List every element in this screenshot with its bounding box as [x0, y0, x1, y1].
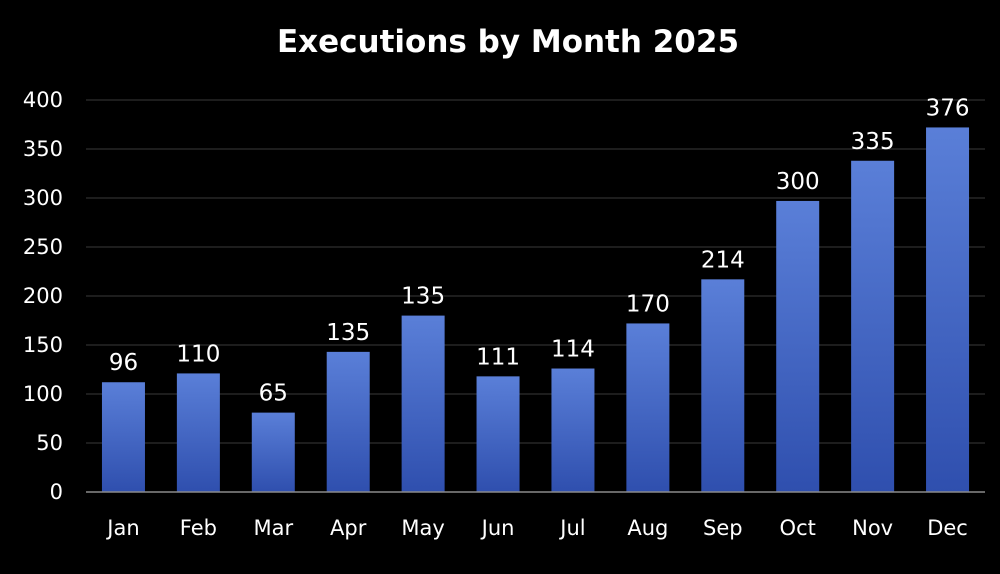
bar-oct [776, 200, 820, 492]
data-label-may: 135 [401, 284, 445, 310]
x-tick-label-sep: Sep [703, 516, 743, 540]
data-label-feb: 110 [176, 341, 220, 367]
y-tick-label: 100 [23, 382, 63, 406]
bar-jul [551, 368, 595, 492]
x-tick-label-mar: Mar [253, 516, 293, 540]
data-label-jan: 96 [109, 350, 138, 376]
x-tick-label-jun: Jun [480, 516, 515, 540]
x-tick-label-aug: Aug [627, 516, 668, 540]
bars [101, 127, 970, 492]
data-label-oct: 300 [776, 169, 820, 195]
y-tick-label: 250 [23, 235, 63, 259]
bar-sep [701, 279, 745, 492]
y-axis-ticks: 0 50 100 150 200 250 300 350 400 [23, 88, 63, 504]
x-tick-label-apr: Apr [330, 516, 367, 540]
data-label-jul: 114 [551, 337, 595, 363]
bar-apr [326, 351, 370, 492]
bar-may [401, 315, 445, 492]
data-label-dec: 376 [926, 95, 970, 121]
x-tick-label-feb: Feb [180, 516, 217, 540]
y-tick-label: 350 [23, 137, 63, 161]
bar-mar [251, 412, 295, 492]
data-label-mar: 65 [259, 381, 288, 407]
x-axis-ticks: Jan Feb Mar Apr May Jun Jul Aug Sep Oct Nov Dec [105, 516, 968, 540]
y-tick-label: 400 [23, 88, 63, 112]
data-label-apr: 135 [326, 320, 370, 346]
data-label-nov: 335 [851, 129, 895, 155]
bar-nov [851, 160, 895, 492]
x-tick-label-jan: Jan [105, 516, 139, 540]
y-tick-label: 200 [23, 284, 63, 308]
bar-feb [176, 373, 220, 492]
data-labels: 96 110 65 135 135 111 114 170 214 300 335 376 [109, 95, 970, 406]
bar-jan [101, 382, 145, 492]
y-tick-label: 0 [50, 480, 63, 504]
y-tick-label: 50 [36, 431, 63, 455]
x-tick-label-dec: Dec [927, 516, 968, 540]
bar-dec [926, 127, 970, 492]
x-tick-label-oct: Oct [780, 516, 816, 540]
y-tick-label: 150 [23, 333, 63, 357]
data-label-aug: 170 [626, 291, 670, 317]
x-tick-label-may: May [401, 516, 444, 540]
bar-jun [476, 376, 520, 492]
bar-aug [626, 323, 670, 492]
y-tick-label: 300 [23, 186, 63, 210]
chart-title: Executions by Month 2025 [277, 24, 739, 60]
data-label-sep: 214 [701, 247, 745, 273]
x-tick-label-jul: Jul [558, 516, 585, 540]
x-tick-label-nov: Nov [852, 516, 893, 540]
data-label-jun: 111 [476, 344, 520, 370]
gridlines [86, 99, 985, 444]
